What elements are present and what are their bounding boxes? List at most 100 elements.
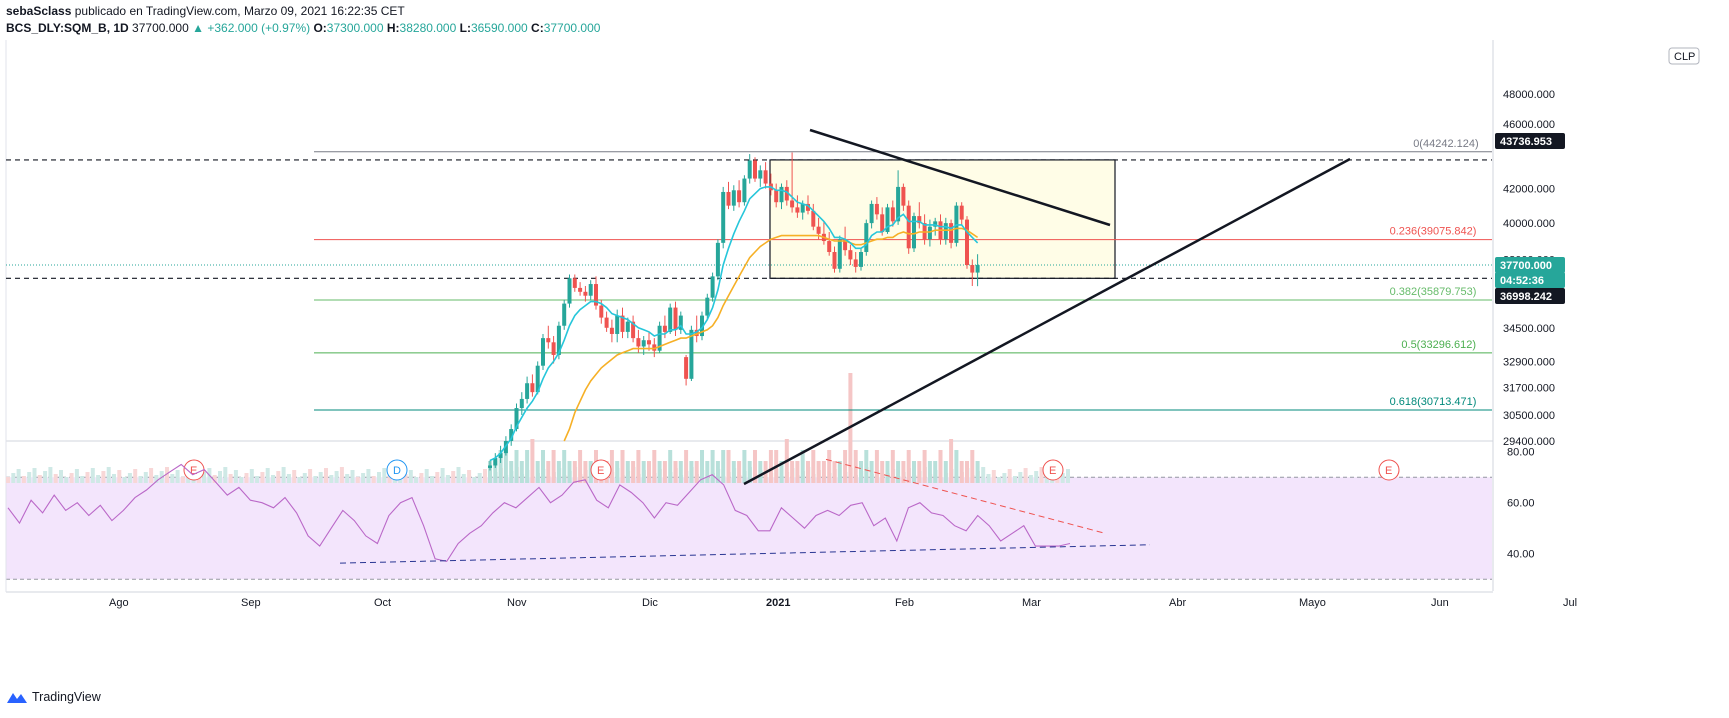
- price-badge: [1495, 272, 1565, 288]
- candle-body: [880, 214, 885, 233]
- volume-bar: [483, 469, 487, 483]
- volume-bar: [631, 461, 636, 483]
- volume-bar: [387, 475, 392, 483]
- volume-bar: [1007, 469, 1012, 483]
- candle-body: [747, 160, 752, 179]
- volume-bar: [572, 461, 577, 483]
- volume-bar: [986, 474, 991, 483]
- candle-body: [599, 305, 604, 318]
- volume-bar: [615, 461, 620, 483]
- rsi-tick-label: 80.00: [1507, 447, 1535, 459]
- volume-bar: [938, 450, 943, 483]
- volume-bar: [154, 475, 159, 483]
- candle-body: [912, 216, 916, 249]
- volume-bar: [965, 461, 969, 483]
- candle-body: [641, 340, 646, 347]
- volume-bar: [451, 471, 456, 483]
- volume-bar: [233, 470, 238, 483]
- candle-body: [779, 186, 784, 203]
- volume-bar: [1002, 473, 1007, 483]
- volume-bar: [1039, 467, 1044, 483]
- event-marker-label: E: [1385, 465, 1392, 477]
- symbol-label[interactable]: BCS_DLY:SQM_B, 1D: [6, 21, 129, 35]
- candle-body: [869, 203, 874, 224]
- volume-bar: [96, 475, 101, 483]
- publish-info: publicado en TradingView.com, Marzo 09, …: [74, 4, 405, 18]
- candle-body: [832, 252, 837, 269]
- volume-bar: [430, 476, 434, 483]
- volume-bar: [652, 450, 657, 483]
- volume-bar: [461, 474, 466, 483]
- volume-bar: [541, 450, 545, 483]
- volume-bar: [371, 476, 376, 483]
- candle-body: [848, 250, 853, 260]
- volume-bar: [901, 461, 906, 483]
- volume-bar: [927, 461, 932, 483]
- volume-bar: [43, 471, 48, 483]
- price-badge-label: 04:52:36: [1500, 275, 1544, 287]
- candle-body: [541, 338, 545, 366]
- volume-bar: [885, 461, 890, 483]
- brand-footer[interactable]: TradingView: [6, 690, 101, 704]
- volume-bar: [684, 450, 689, 483]
- volume-bar: [890, 450, 895, 483]
- candle-body: [493, 458, 498, 466]
- volume-bar: [16, 469, 21, 483]
- x-tick-label: Oct: [374, 597, 391, 609]
- candle-body: [827, 241, 832, 253]
- candle-body: [965, 219, 969, 266]
- volume-bar: [758, 461, 763, 483]
- y-tick-label: 30500.000: [1503, 410, 1555, 422]
- high-label: H:: [386, 21, 400, 35]
- candle-body: [620, 315, 625, 332]
- volume-bar: [800, 450, 805, 483]
- candle-body: [525, 383, 530, 399]
- x-tick-label: Feb: [895, 597, 914, 609]
- volume-bar: [869, 461, 874, 483]
- rsi-support-trendline: [339, 544, 1151, 564]
- candle-body: [631, 321, 636, 339]
- volume-bar: [435, 472, 440, 483]
- fib-level-label: 0(44242.124): [1413, 138, 1478, 150]
- candle-body: [811, 210, 816, 227]
- candle-body: [731, 190, 736, 206]
- price-badge: [1495, 133, 1565, 149]
- volume-bar: [318, 472, 323, 483]
- volume-bar: [747, 461, 752, 483]
- volume-bar: [535, 461, 540, 483]
- volume-bar: [1066, 469, 1070, 483]
- fib-level-label: 0.382(35879.753): [1390, 286, 1477, 298]
- candle-body: [684, 357, 689, 379]
- volume-bar: [710, 450, 715, 483]
- candle-body: [853, 259, 858, 267]
- volume-bar: [59, 470, 63, 483]
- volume-bar: [779, 461, 784, 483]
- volume-bar: [239, 477, 244, 483]
- y-tick-label: 34500.000: [1503, 323, 1555, 335]
- volume-bar: [636, 450, 641, 483]
- volume-bar: [662, 461, 667, 483]
- volume-bar: [806, 461, 810, 483]
- candle-body: [737, 190, 742, 203]
- candle-body: [662, 325, 667, 332]
- volume-bar: [37, 475, 42, 483]
- volume-bar: [933, 461, 938, 483]
- volume-bar: [170, 474, 175, 483]
- volume-bar: [816, 461, 821, 483]
- volume-bar: [943, 461, 948, 483]
- candle-body: [594, 284, 598, 306]
- volume-bar: [127, 473, 132, 483]
- volume-bar: [859, 461, 863, 483]
- volume-bar: [27, 472, 32, 483]
- volume-bar: [445, 475, 450, 483]
- brand-name: TradingView: [32, 690, 101, 704]
- candle-body: [700, 315, 704, 337]
- y-tick-label: 40000.000: [1503, 218, 1555, 230]
- volume-bar: [647, 461, 651, 483]
- volume-bar: [981, 467, 986, 483]
- volume-bar: [975, 461, 980, 483]
- volume-bar: [906, 450, 911, 483]
- chart-header-publish: sebaSclass publicado en TradingView.com,…: [6, 4, 405, 18]
- event-marker-label: E: [597, 465, 604, 477]
